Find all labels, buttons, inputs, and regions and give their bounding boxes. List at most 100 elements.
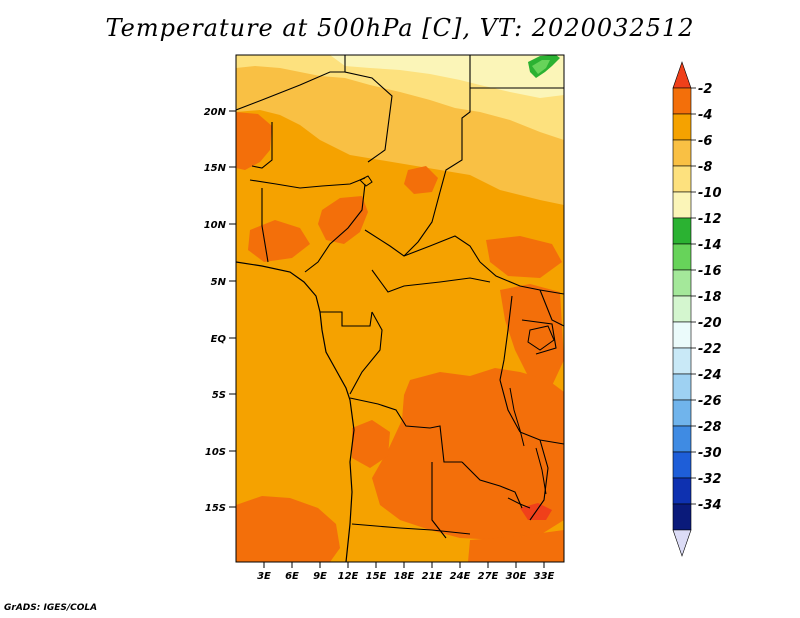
border-mali-niger bbox=[251, 122, 273, 169]
colorbar-label: -12 bbox=[698, 212, 722, 227]
colorbar-label: -8 bbox=[698, 160, 712, 175]
lon-label: 6E bbox=[285, 571, 299, 582]
lat-label: EQ bbox=[211, 334, 227, 345]
border-south-sudan bbox=[479, 261, 564, 295]
colorbar-label: -20 bbox=[698, 316, 722, 331]
border-cameroon-gabon bbox=[320, 311, 373, 327]
lake-victoria bbox=[527, 325, 555, 351]
lakes bbox=[359, 175, 555, 509]
field-band-minus12 bbox=[330, 55, 564, 98]
lon-label: 21E bbox=[422, 571, 443, 582]
colorbar-label: -34 bbox=[698, 498, 722, 513]
colorbar-swatch bbox=[672, 217, 692, 245]
colorbar-swatch bbox=[672, 477, 692, 505]
colorbar-label: -32 bbox=[698, 472, 722, 487]
lon-label: 9E bbox=[313, 571, 327, 582]
colorbar-swatch bbox=[672, 451, 692, 479]
colorbar-swatch bbox=[672, 425, 692, 453]
colorbar-swatch bbox=[672, 139, 692, 167]
border-niger-algeria bbox=[236, 71, 345, 111]
colorbar-bottom-arrow bbox=[672, 529, 692, 557]
field-region-cameroon bbox=[248, 220, 310, 262]
lon-label: 24E bbox=[450, 571, 471, 582]
lake-kariba bbox=[507, 497, 531, 509]
map-frame bbox=[235, 54, 565, 563]
border-zambia-east bbox=[461, 461, 523, 509]
colorbar-label: -16 bbox=[698, 264, 722, 279]
field-region-niger bbox=[404, 166, 438, 194]
lat-axis: 20N 15N 10N 5N EQ 5S 10S 15S bbox=[204, 107, 236, 514]
colorbar-swatch bbox=[672, 373, 692, 401]
lon-label: 30E bbox=[506, 571, 527, 582]
colorbar-swatch bbox=[672, 165, 692, 193]
lon-label: 27E bbox=[478, 571, 499, 582]
border-nigeria-benin bbox=[261, 188, 269, 263]
field-region-southeast bbox=[468, 530, 564, 562]
border-kenya bbox=[539, 289, 564, 327]
colorbar-swatch bbox=[672, 191, 692, 219]
colorbar-swatch bbox=[672, 503, 692, 531]
border-uganda bbox=[521, 319, 557, 355]
border-drc-angola bbox=[349, 397, 462, 463]
border-egypt-libya-sudan bbox=[439, 55, 471, 193]
colorbar-label: -18 bbox=[698, 290, 722, 305]
colorbar-label: -4 bbox=[698, 108, 712, 123]
colorbar-label: -28 bbox=[698, 420, 722, 435]
lon-label: 3E bbox=[257, 571, 271, 582]
coastline bbox=[236, 261, 355, 562]
field-region-congo-south bbox=[372, 368, 564, 540]
colorbar-swatch bbox=[672, 269, 692, 297]
colorbar-label: -10 bbox=[698, 186, 722, 201]
lat-label: 5S bbox=[212, 390, 226, 401]
field-region-east-mid bbox=[486, 236, 562, 278]
lon-label: 15E bbox=[366, 571, 387, 582]
border-car-north bbox=[364, 229, 481, 263]
field-region-central-north bbox=[318, 196, 368, 244]
lon-axis: 3E 6E 9E 12E 15E 18E 21E 24E 27E 30E 33E bbox=[257, 562, 555, 582]
colorbar-label: -2 bbox=[698, 82, 712, 97]
border-drc-east bbox=[499, 295, 521, 433]
border-tanzania bbox=[519, 431, 564, 445]
border-nigeria-cameroon bbox=[304, 183, 366, 273]
colorbar-swatch bbox=[672, 321, 692, 349]
lon-label: 18E bbox=[394, 571, 415, 582]
lon-label: 12E bbox=[338, 571, 359, 582]
colorbar-label: -14 bbox=[698, 238, 722, 253]
colorbar-top-arrow bbox=[672, 61, 692, 89]
colorbar-swatch bbox=[672, 87, 692, 115]
colorbar-swatch bbox=[672, 347, 692, 375]
colorbar-swatch bbox=[672, 295, 692, 323]
lake-chad bbox=[359, 175, 373, 187]
border-car-south bbox=[371, 269, 491, 293]
colorbar-label: -6 bbox=[698, 134, 712, 149]
colorbar-label: -24 bbox=[698, 368, 722, 383]
lat-label: 10S bbox=[205, 447, 226, 458]
field-region-angola-west bbox=[352, 420, 390, 468]
colorbar-label: -26 bbox=[698, 394, 722, 409]
colorbar-label: -30 bbox=[698, 446, 722, 461]
lat-label: 15N bbox=[204, 163, 227, 174]
field-region-west-north bbox=[236, 112, 272, 170]
border-libya-chad bbox=[344, 55, 393, 163]
lat-label: 5N bbox=[211, 277, 227, 288]
border-niger-nigeria bbox=[249, 177, 366, 189]
lake-malawi bbox=[535, 447, 547, 495]
border-angola-namibia bbox=[351, 523, 471, 535]
credit-text: GrADS: IGES/COLA bbox=[4, 603, 98, 613]
colorbar-swatch bbox=[672, 113, 692, 141]
border-angola-zambia bbox=[431, 462, 447, 539]
lon-label: 33E bbox=[534, 571, 555, 582]
field-region-southwest bbox=[236, 496, 340, 562]
temperature-field bbox=[236, 55, 564, 562]
lat-label: 15S bbox=[205, 503, 226, 514]
border-congo-drc bbox=[349, 311, 383, 395]
colorbar: -2 -4 -6 -8 -10 -12 -14 -16 -18 -20 -22 -24 -26 -28 -3… bbox=[672, 61, 722, 557]
colorbar-swatch bbox=[672, 399, 692, 427]
lat-label: 20N bbox=[204, 107, 227, 118]
chart-title: Temperature at 500hPa [C], VT: 202003251… bbox=[105, 14, 695, 42]
colorbar-label: -22 bbox=[698, 342, 722, 357]
country-borders bbox=[236, 55, 564, 539]
colorbar-swatch bbox=[672, 243, 692, 271]
border-mozambique bbox=[529, 439, 549, 521]
